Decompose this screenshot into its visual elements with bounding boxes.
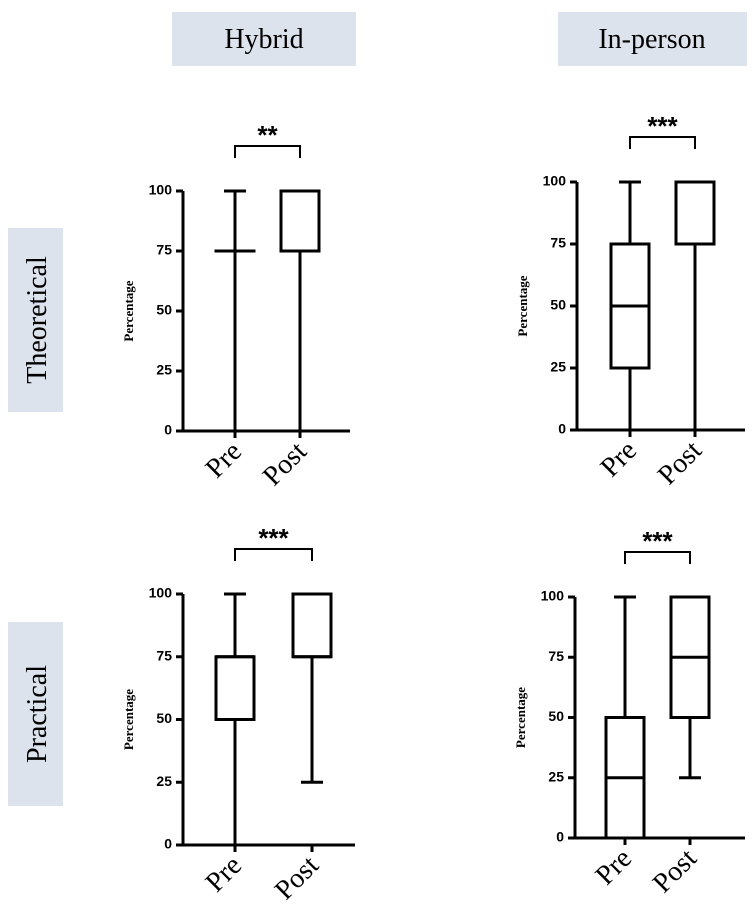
y-tick-label: 100 [149,585,173,601]
y-tick-label: 0 [556,829,564,845]
y-tick-label: 100 [543,173,567,189]
box [214,655,256,721]
y-tick-label: 75 [156,242,172,258]
significance-bracket [629,136,696,149]
header-box [8,228,63,412]
y-tick-label: 75 [550,235,566,251]
significance-bracket [624,551,691,564]
y-tick-label: 100 [541,588,565,604]
y-axis-label: Percentage [515,275,530,336]
header-box [172,12,356,66]
column-header: In-person [598,24,705,55]
y-tick-label: 25 [156,773,172,789]
significance-label: *** [647,111,678,141]
significance-bracket [234,145,301,158]
y-tick-label: 0 [164,836,172,852]
y-tick-label: 50 [550,297,566,313]
y-tick-label: 50 [548,708,564,724]
x-tick-label: Post [257,436,313,492]
x-tick-label: Pre [200,436,248,484]
y-tick-label: 0 [558,421,566,437]
box [291,592,333,659]
x-tick-label: Pre [590,843,638,891]
row-header: Practical [22,665,53,763]
box [279,189,321,253]
box [674,180,716,246]
y-tick-label: 0 [164,422,172,438]
x-tick-label: Post [647,843,703,899]
row-header: Theoretical [22,256,53,384]
y-tick-label: 25 [156,362,172,378]
y-tick-label: 25 [548,768,564,784]
y-tick-label: 75 [548,648,564,664]
significance-label: ** [257,120,278,150]
header-box [8,622,63,806]
x-tick-label: Post [269,850,325,906]
significance-bracket [234,548,313,561]
header-box [558,12,747,66]
y-axis-label: Percentage [121,689,136,750]
x-tick-label: Pre [200,850,248,898]
x-tick-label: Pre [595,435,643,483]
y-tick-label: 50 [156,710,172,726]
y-tick-label: 50 [156,302,172,318]
y-tick-label: 100 [149,182,173,198]
x-tick-label: Post [652,435,708,491]
significance-label: *** [258,523,289,553]
y-tick-label: 75 [156,647,172,663]
significance-label: *** [642,526,673,556]
y-tick-label: 25 [550,359,566,375]
y-axis-label: Percentage [513,687,528,748]
column-header: Hybrid [224,24,303,55]
y-axis-label: Percentage [121,280,136,341]
